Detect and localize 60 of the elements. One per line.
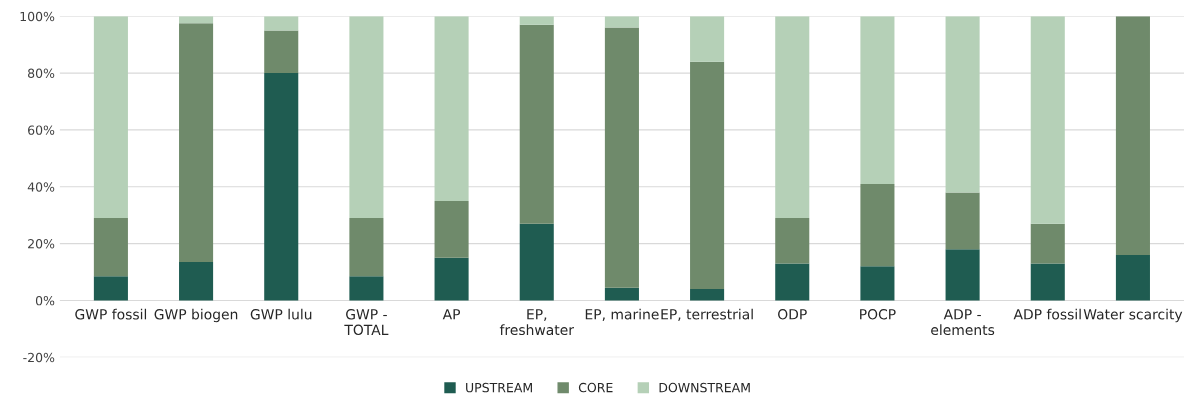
y-tick-label: 40% bbox=[27, 182, 55, 192]
bar bbox=[349, 276, 384, 301]
bar bbox=[860, 266, 895, 301]
legend-label: DOWNSTREAM bbox=[659, 382, 750, 393]
bar bbox=[519, 16, 554, 25]
bar bbox=[179, 262, 214, 301]
x-tick-label: GWP fossil bbox=[75, 308, 147, 320]
bar bbox=[604, 287, 639, 301]
bar bbox=[860, 183, 895, 267]
bar bbox=[434, 257, 469, 301]
y-tick-label: 100% bbox=[20, 11, 55, 22]
bar bbox=[690, 289, 725, 301]
bar bbox=[434, 200, 469, 258]
bar bbox=[93, 16, 128, 219]
bar bbox=[349, 16, 384, 219]
x-tick-label: ODP bbox=[778, 309, 807, 320]
bar bbox=[1030, 263, 1065, 301]
x-tick-label: GWP lulu bbox=[250, 308, 312, 320]
bar bbox=[519, 223, 554, 301]
legend-label: UPSTREAM bbox=[466, 382, 532, 393]
bar bbox=[775, 218, 810, 264]
x-tick-label: POCP bbox=[860, 309, 896, 320]
bar bbox=[264, 16, 299, 31]
bar bbox=[945, 16, 980, 193]
bar bbox=[604, 16, 639, 28]
x-tick-label: ADP - elements bbox=[931, 309, 995, 336]
y-tick-label: 20% bbox=[28, 239, 55, 249]
bar bbox=[1115, 254, 1150, 301]
legend-label: CORE bbox=[578, 382, 613, 393]
bar bbox=[1030, 223, 1065, 264]
x-tick-label: AP bbox=[442, 309, 461, 320]
bar bbox=[93, 218, 128, 277]
bar bbox=[1115, 16, 1150, 255]
bar bbox=[519, 24, 554, 224]
y-tick-label: -20% bbox=[23, 352, 55, 363]
x-tick-label: Water scarcity bbox=[1083, 308, 1183, 323]
x-tick-label: ADP fossil bbox=[1013, 308, 1081, 320]
bar bbox=[690, 61, 725, 290]
bar bbox=[179, 23, 214, 263]
bar bbox=[349, 218, 384, 277]
x-tick-label: GWP biogen bbox=[154, 308, 238, 323]
bar bbox=[945, 249, 980, 301]
bar bbox=[264, 30, 299, 74]
bar bbox=[93, 276, 128, 301]
bar bbox=[690, 16, 725, 62]
x-tick-label: GWP - TOTAL bbox=[344, 309, 389, 336]
y-tick-label: 0% bbox=[35, 295, 55, 306]
bar bbox=[264, 73, 299, 301]
bar bbox=[604, 27, 639, 288]
y-tick-label: 60% bbox=[28, 125, 55, 135]
bar bbox=[434, 16, 469, 201]
x-tick-label: EP, freshwater bbox=[499, 309, 574, 336]
bar bbox=[775, 16, 810, 219]
x-tick-label: EP, terrestrial bbox=[661, 308, 753, 321]
bar bbox=[775, 263, 810, 301]
bar bbox=[945, 192, 980, 250]
bar bbox=[860, 16, 895, 184]
x-tick-label: EP, marine bbox=[585, 308, 659, 321]
y-tick-label: 80% bbox=[28, 68, 55, 79]
bar bbox=[1030, 16, 1065, 224]
